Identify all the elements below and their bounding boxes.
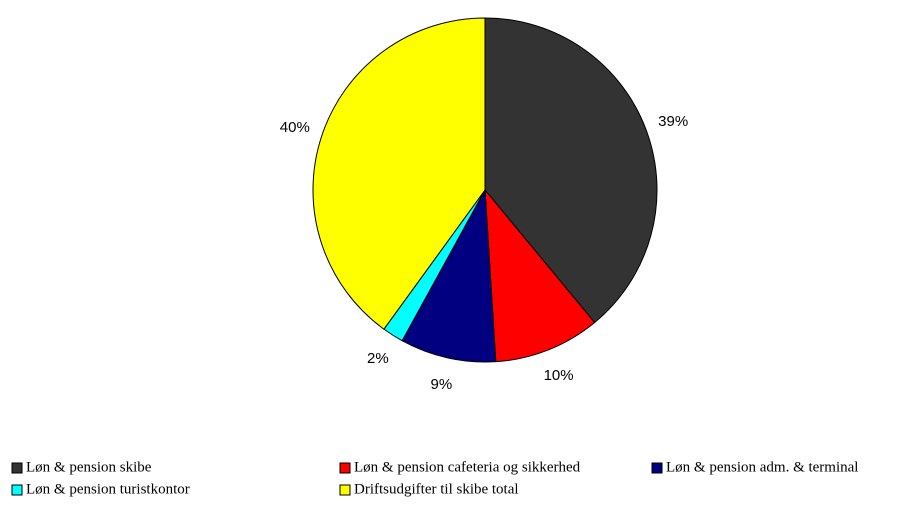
legend-swatch — [11, 484, 23, 496]
legend-label: Løn & pension adm. & terminal — [666, 459, 858, 475]
data-label: 40% — [280, 119, 310, 136]
legend-label: Driftsudgifter til skibe total — [354, 481, 519, 497]
legend-swatch — [651, 462, 663, 474]
data-label: 10% — [544, 367, 574, 384]
legend-swatch — [11, 462, 23, 474]
legend-label: Løn & pension skibe — [26, 459, 152, 475]
data-label: 39% — [658, 113, 688, 130]
legend-swatch — [339, 462, 351, 474]
legend-label: Løn & pension turistkontor — [26, 481, 190, 497]
data-label: 2% — [367, 350, 389, 367]
data-label: 9% — [431, 376, 453, 393]
pie-slice — [312, 17, 486, 330]
pie-slice — [484, 188, 596, 363]
pie-slice — [401, 188, 497, 363]
legend-label: Løn & pension cafeteria og sikkerhed — [354, 459, 581, 475]
legend-swatch — [339, 484, 351, 496]
pie-slice — [484, 17, 658, 324]
